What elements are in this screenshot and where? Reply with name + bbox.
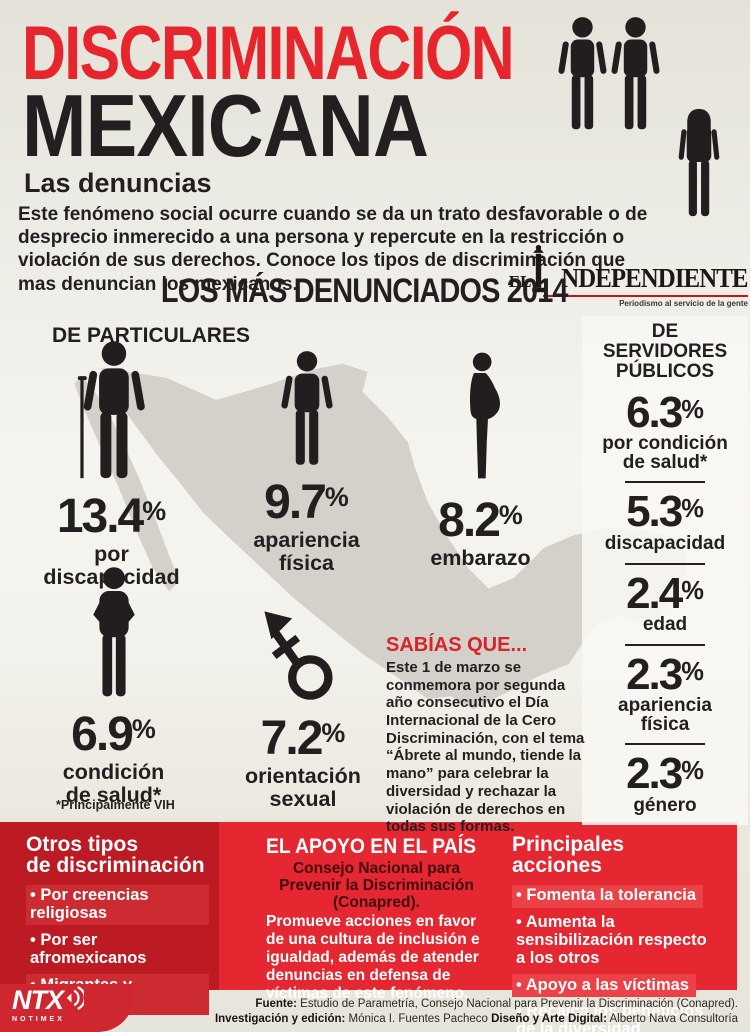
principales-acciones-block: Principales acciones Fomenta la toleranc… [512, 834, 736, 1032]
list-item: Fomenta la tolerancia [512, 884, 704, 908]
otros-title: Otros tipos de discriminación [26, 833, 205, 878]
main-title-line2: MEXICANA [22, 76, 429, 175]
el-independiente-logo: EL NDEPENDIENTE Periodismo al servicio d… [509, 244, 749, 308]
divider [625, 643, 705, 646]
intro-paragraph: Este fenómeno social ocurre cuando se da… [18, 204, 648, 295]
otros-tipos-box: Otros tipos de discriminación Por creenc… [0, 822, 219, 1032]
servidores-panel: DE SERVIDORES PÚBLICOS 6.3% por condició… [582, 316, 748, 826]
poster-subtitle: Las denuncias [24, 168, 212, 198]
notimex-logo: NTX NOTIMEX [0, 984, 134, 1032]
servidores-heading: DE SERVIDORES PÚBLICOS [602, 321, 728, 382]
stat-label: orientación sexual [245, 764, 361, 811]
panel-stat-condicion-salud: 6.3% por condición de salud* [602, 387, 728, 473]
apoyo-pais-block: EL APOYO EN EL PAÍS Consejo Nacional par… [266, 834, 487, 1003]
stat-label: apariencia física [253, 528, 360, 575]
apoyo-org: Consejo Nacional para Prevenir la Discri… [279, 860, 474, 912]
stat-discapacidad: 13.4% por discapacidad [24, 340, 199, 589]
brand-tagline: Periodismo al servicio de la gente [619, 299, 748, 308]
bottom-red-band: Otros tipos de discriminación Por creenc… [0, 822, 737, 1032]
stat-orientacion-sexual: 7.2% orientación sexual [228, 610, 378, 811]
two-people-icon [558, 16, 660, 164]
divider [625, 562, 705, 565]
list-item: Aumenta la sensibilización respecto a lo… [512, 912, 727, 970]
credits: Fuente: Estudio de Parametría, Consejo N… [215, 997, 738, 1027]
stat-value: 13.4% [56, 490, 167, 543]
apoyo-title: EL APOYO EN EL PAÍS [266, 834, 477, 858]
credits-team: Investigación y edición: Mónica I. Fuent… [214, 1012, 738, 1025]
divider [625, 743, 705, 746]
stat-value: 6.9% [71, 708, 156, 761]
stat-value: 7.2% [260, 712, 346, 765]
list-item: Por creencias religiosas [26, 884, 209, 926]
stat-label: embarazo [430, 546, 531, 570]
stat-value: 9.7% [264, 476, 349, 529]
credits-source: Fuente: Estudio de Parametría, Consejo N… [255, 998, 738, 1010]
divider [625, 481, 705, 484]
pregnant-person-icon [408, 352, 553, 491]
apoyo-body: Promueve acciones en favor de una cultur… [266, 913, 480, 1003]
brand-underline [543, 295, 748, 297]
stat-apariencia-fisica: 9.7% apariencia física [234, 350, 379, 575]
sabias-que-block: SABÍAS QUE... Este 1 de marzo se conmemo… [386, 634, 586, 836]
section-title: LOS MÁS DENUNCIADOS 2014 [160, 272, 569, 310]
standing-person-icon [234, 350, 379, 473]
notimex-label: NOTIMEX [12, 1016, 65, 1023]
person-arms-back-icon [26, 566, 201, 705]
stat-condicion-salud: 6.9% condición de salud* [26, 566, 201, 807]
ntx-wordmark: NTX [12, 985, 64, 1015]
stat-label: condición de salud* [62, 760, 165, 807]
stat-value: 8.2% [438, 494, 523, 547]
acciones-title: Principales acciones [512, 833, 625, 878]
gender-symbol-icon [228, 610, 378, 709]
vih-footnote: *Principalmente VIH [56, 798, 175, 812]
sabias-body: Este 1 de marzo se conmemora por segunda… [386, 659, 585, 836]
panel-stat-discapacidad: 5.3% discapacidad [604, 487, 726, 555]
panel-stat-apariencia: 2.3% apariencia física [618, 649, 712, 735]
stat-embarazo: 8.2% embarazo [408, 352, 553, 570]
panel-stat-edad: 2.4% edad [626, 568, 704, 636]
list-item: Apoyo a las víctimas [512, 974, 696, 997]
sabias-title: SABÍAS QUE... [386, 634, 528, 656]
main-title-line1: DISCRIMINACIÓN [22, 11, 515, 96]
monument-column-icon [532, 244, 546, 294]
particulares-heading: DE PARTICULARES [52, 324, 250, 347]
brand-name: NDEPENDIENTE [561, 263, 749, 293]
person-with-crutch-icon [24, 340, 199, 487]
hooded-person-icon [676, 100, 722, 226]
acciones-list: Fomenta la tolerancia Aumenta la sensibi… [512, 884, 736, 1032]
panel-stat-genero: 2.3% género [626, 749, 704, 817]
list-item: Por ser afromexicanos [26, 929, 209, 970]
list-item: Recalca los beneficios de la diversidad [512, 1001, 712, 1032]
broadcast-waves-icon [66, 985, 87, 1016]
brand-el: EL [508, 272, 532, 291]
